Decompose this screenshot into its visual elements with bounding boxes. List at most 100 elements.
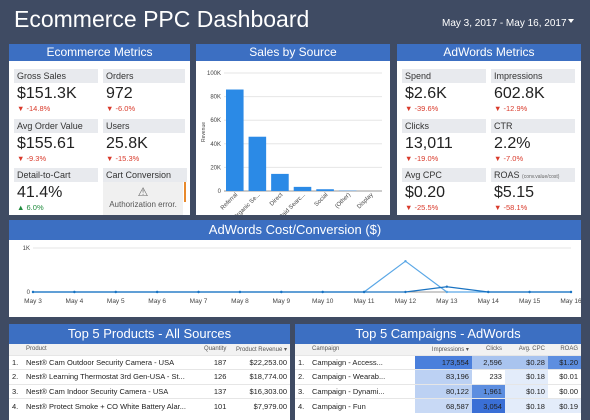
series-2-point <box>73 290 76 294</box>
y-tick-label: 0 <box>218 189 222 195</box>
sales-bar-chart: 020K40K60K80K100KRevenueReferralOrganic … <box>201 71 382 215</box>
series-line-1 <box>33 260 571 293</box>
series-2-point <box>404 290 407 294</box>
x-tick-label: Display <box>356 192 374 210</box>
x-tick-label: May 15 <box>519 298 541 305</box>
series-1-point <box>404 260 407 263</box>
roag-cell: $0.01 <box>547 369 581 384</box>
column-header-quantity[interactable]: Quantity <box>199 344 230 355</box>
campaign-name: Campaign - Wearab... <box>309 369 415 384</box>
warning-icon: ⚠ <box>137 185 149 199</box>
x-tick-label: (Other) <box>334 192 352 210</box>
revenue-cell: $18,774.00 <box>229 369 290 384</box>
y-tick-label: 0 <box>27 290 31 296</box>
arrow-down-icon: ▼ <box>17 104 27 113</box>
panel-title: Top 5 Campaigns - AdWords <box>295 324 581 344</box>
column-header-impressions[interactable]: Impressions ▾ <box>414 344 472 355</box>
series-2-point <box>155 290 159 294</box>
x-tick-label: May 10 <box>312 298 334 305</box>
kpi-label: Avg CPC <box>402 168 486 182</box>
table-row: 3. Nest® Cam Indoor Security Camera - US… <box>9 383 290 399</box>
avg-cpc-cell: $0.28 <box>504 354 548 370</box>
kpi-delta: -9.3% <box>26 154 47 163</box>
sales-by-source-panel: Sales by Source 0 20K 40K 60K 80K 100K Revenue… <box>196 44 390 215</box>
x-tick-label: Social <box>314 192 330 208</box>
x-tick-label: May 7 <box>190 298 208 305</box>
scrollbar[interactable] <box>184 182 186 202</box>
kpi-sublabel: (conv.value/cost) <box>522 174 560 180</box>
cost-conversion-line-chart: 0 1K May 3 May 4 May 5 May 6 May 7 May 8 May 9 Ma… <box>23 246 581 305</box>
row-number: 1. <box>9 354 23 370</box>
product-name: Nest® Protect Smoke + CO White Battery A… <box>23 398 200 413</box>
kpi-label: Avg Order Value <box>14 119 98 133</box>
kpi-label: Orders <box>103 69 185 83</box>
y-tick-label: 100K <box>207 71 221 77</box>
kpi-label: Spend <box>402 69 486 83</box>
kpi-delta: -6.0% <box>115 104 136 113</box>
kpi-avg-order-value: Avg Order Value $155.61 ▼ -9.3% <box>14 119 98 163</box>
kpi-cart-conversion: Cart Conversion ⚠ Authorization error. <box>103 168 187 215</box>
column-header-avg-cpc[interactable]: Avg. CPC <box>504 344 548 355</box>
kpi-delta: -12.9% <box>503 104 528 113</box>
column-header-product[interactable]: Product <box>23 344 200 355</box>
column-header-clicks[interactable]: Clicks <box>471 344 505 355</box>
x-tick-label: May 13 <box>436 298 458 305</box>
y-tick-label: 40K <box>210 142 221 148</box>
revenue-cell: $22,253.00 <box>229 354 290 370</box>
bar-direct <box>271 173 289 191</box>
panel-title: AdWords Cost/Conversion ($) <box>9 220 581 240</box>
kpi-impressions: Impressions 602.8K ▼ -12.9% <box>491 69 575 113</box>
kpi-value: 41.4% <box>17 184 63 201</box>
series-2-point <box>31 290 35 294</box>
arrow-up-icon: ▲ <box>17 203 27 212</box>
column-header-roag[interactable]: ROAG <box>547 344 581 355</box>
roag-cell: $0.00 <box>547 383 581 399</box>
kpi-delta: -14.8% <box>26 104 51 113</box>
series-2-point <box>528 290 531 294</box>
chevron-down-icon[interactable] <box>568 19 574 23</box>
x-tick-label: May 16 <box>560 298 581 305</box>
panel-title: AdWords Metrics <box>397 44 581 61</box>
roag-cell: $1.20 <box>547 354 581 370</box>
series-2-point <box>238 290 242 294</box>
row-number: 2. <box>9 369 23 384</box>
products-table: Product Quantity Product Revenue ▾ 1. Ne… <box>9 344 290 413</box>
quantity-cell: 187 <box>199 354 230 370</box>
avg-cpc-cell: $0.10 <box>504 383 548 399</box>
row-number: 2. <box>295 369 309 384</box>
kpi-detail-to-cart: Detail-to-Cart 41.4% ▲ 6.0% <box>14 168 98 212</box>
arrow-down-icon: ▼ <box>494 154 504 163</box>
series-2-point <box>569 290 573 294</box>
kpi-label: Cart Conversion <box>103 168 187 182</box>
quantity-cell: 126 <box>199 369 230 384</box>
x-tick-label: Direct <box>269 192 285 208</box>
series-2-point <box>280 290 283 294</box>
table-header-row: Product Quantity Product Revenue ▾ <box>9 344 290 355</box>
kpi-clicks: Clicks 13,011 ▼ -19.0% <box>402 119 486 163</box>
campaign-name: Campaign - Fun <box>309 398 415 413</box>
arrow-down-icon: ▼ <box>494 203 504 212</box>
table-row: 4. Campaign - Fun 68,587 3,054 $0.18 $0.… <box>295 398 581 413</box>
kpi-value: 13,011 <box>405 135 453 152</box>
header: Ecommerce PPC Dashboard May 3, 2017 - Ma… <box>0 0 590 44</box>
kpi-value: 602.8K <box>494 85 545 102</box>
y-tick-label: 20K <box>210 165 221 171</box>
arrow-down-icon: ▼ <box>17 154 27 163</box>
kpi-value: 25.8K <box>106 135 148 152</box>
top-campaigns-panel: Top 5 Campaigns - AdWords Campaign Impre… <box>295 324 581 420</box>
table-row: 2. Nest® Learning Thermostat 3rd Gen-USA… <box>9 369 290 384</box>
date-range-selector[interactable]: May 3, 2017 - May 16, 2017 <box>442 18 567 29</box>
auth-error-box: ⚠ Authorization error. <box>103 182 183 215</box>
avg-cpc-cell: $0.18 <box>504 369 548 384</box>
column-header-product-revenue[interactable]: Product Revenue ▾ <box>229 344 290 355</box>
kpi-value: $2.6K <box>405 85 447 102</box>
kpi-value: 972 <box>106 85 133 102</box>
x-tick-label: May 14 <box>478 298 500 305</box>
bar-organic-se- <box>248 136 267 191</box>
kpi-value: $151.3K <box>17 85 77 102</box>
panel-title: Top 5 Products - All Sources <box>9 324 290 344</box>
impressions-cell: 68,587 <box>414 398 472 413</box>
row-number: 4. <box>295 398 309 413</box>
column-header-campaign[interactable]: Campaign <box>309 344 415 355</box>
avg-cpc-cell: $0.18 <box>504 398 548 413</box>
